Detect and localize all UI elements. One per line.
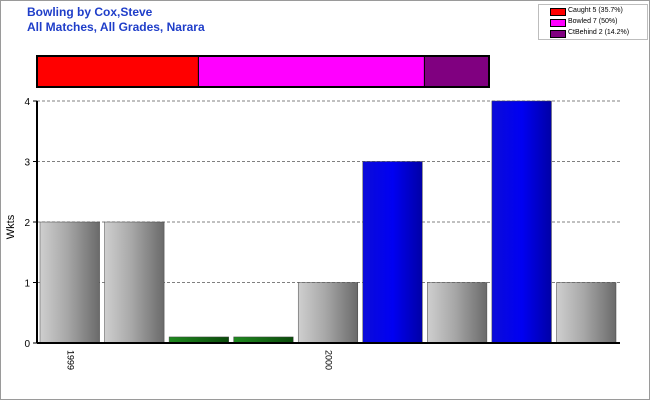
dismissal-summary-bar bbox=[36, 55, 490, 88]
chart-title: Bowling by Cox,Steve All Matches, All Gr… bbox=[27, 5, 205, 35]
y-tick-label: 0 bbox=[24, 339, 30, 350]
dismissal-segment-caught bbox=[36, 55, 199, 88]
y-axis-label: Wkts bbox=[5, 214, 17, 239]
x-tick-label: 1999 bbox=[65, 350, 75, 370]
bar-8 bbox=[491, 100, 552, 344]
x-tick-labels: 1999 2000 bbox=[65, 350, 333, 370]
y-tick-label: 1 bbox=[24, 279, 30, 290]
y-tick-labels: 0 1 2 3 4 bbox=[24, 97, 37, 350]
bar-7 bbox=[427, 282, 488, 344]
bar-1 bbox=[39, 221, 100, 344]
legend-swatch-bowled bbox=[550, 19, 566, 27]
dismissal-bar-outline bbox=[36, 55, 490, 88]
x-tick-label: 2000 bbox=[324, 350, 334, 370]
legend-label-caught: Caught 5 (35.7%) bbox=[568, 7, 623, 14]
chart-legend: Caught 5 (35.7%) Bowled 7 (50%) CtBehind… bbox=[538, 4, 648, 40]
bar-9 bbox=[556, 282, 617, 344]
y-tick-label: 3 bbox=[24, 158, 30, 169]
chart-title-line-2: All Matches, All Grades, Narara bbox=[27, 20, 205, 34]
bar-5 bbox=[297, 282, 359, 344]
bar-2 bbox=[104, 221, 165, 344]
y-tick-label: 2 bbox=[24, 218, 30, 229]
bar-6 bbox=[362, 161, 423, 344]
dismissal-segment-ctbehind bbox=[423, 55, 490, 88]
legend-label-bowled: Bowled 7 (50%) bbox=[568, 18, 618, 25]
bars-group bbox=[39, 100, 617, 344]
legend-swatch-ctbehind bbox=[550, 30, 566, 38]
y-tick-label: 4 bbox=[24, 97, 30, 108]
legend-label-ctbehind: CtBehind 2 (14.2%) bbox=[568, 29, 630, 36]
legend-swatch-caught bbox=[550, 8, 566, 16]
dismissal-segment-bowled bbox=[197, 55, 425, 88]
chart-title-line-1: Bowling by Cox,Steve bbox=[27, 5, 153, 19]
